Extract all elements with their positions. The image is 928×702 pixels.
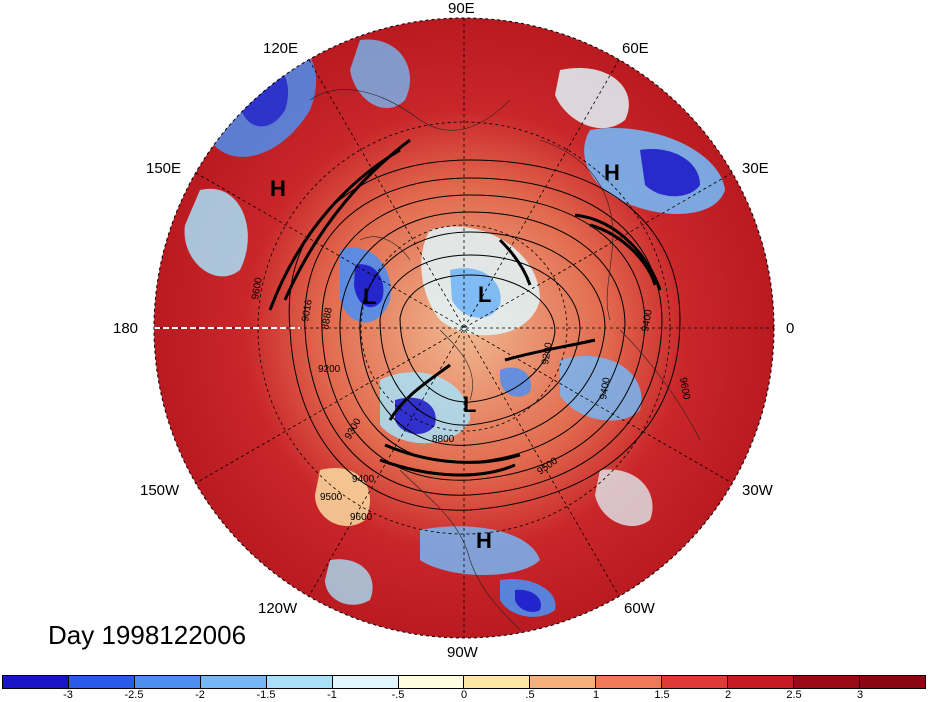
colorbar-tick-label: -1.5 (256, 689, 276, 701)
lon-label-90w: 90W (447, 644, 478, 661)
colorbar-segment (398, 676, 465, 688)
contour-label: 9500 (320, 492, 343, 503)
contour-label: 9200 (540, 341, 555, 365)
contour-label: 9400 (640, 308, 655, 332)
colorbar-tick-label: -1 (327, 689, 337, 701)
contour-label: 9200 (318, 364, 341, 375)
colorbar (2, 675, 926, 689)
colorbar-segment (728, 676, 795, 688)
jet-contours (268, 138, 662, 477)
coastlines (309, 89, 701, 631)
contour-label: 8800 (432, 434, 455, 445)
lon-label-90e: 90E (448, 0, 475, 17)
colorbar-segment (266, 676, 333, 688)
colorbar-tick-label: 2.5 (786, 689, 802, 701)
colorbar-segment (134, 676, 201, 688)
lon-label-120e: 120E (263, 40, 299, 57)
high-pressure-label: H (604, 160, 620, 185)
anomaly-field (154, 18, 774, 638)
low-pressure-label: L (463, 392, 477, 417)
low-pressure-label: L (363, 284, 377, 309)
lon-label-30e: 30E (742, 160, 769, 177)
colorbar-segment (859, 676, 925, 688)
colorbar-segment (68, 676, 135, 688)
date-title: Day 1998122006 (48, 620, 247, 650)
contour-label: 9600 (250, 276, 265, 300)
lon-label-30w: 30W (742, 482, 773, 499)
colorbar-tick-label: 1.5 (654, 689, 670, 701)
lon-label-60w: 60W (624, 600, 655, 617)
colorbar-segment (200, 676, 267, 688)
lon-label-180: 180 (113, 320, 139, 337)
colorbar-segment (464, 676, 531, 688)
lon-label-120w: 120W (258, 600, 298, 617)
lon-label-60e: 60E (622, 40, 649, 57)
high-pressure-label: H (476, 528, 492, 553)
low-pressure-label: L (478, 282, 492, 307)
colorbar-tick-label: 2 (724, 689, 732, 701)
lon-label-0: 0 (786, 320, 795, 337)
contour-label: 8888 (320, 306, 335, 330)
contour-label: 9600 (350, 512, 373, 523)
colorbar-tick-label: .5 (525, 689, 535, 701)
colorbar-segment (332, 676, 399, 688)
lon-label-150e: 150E (146, 160, 182, 177)
colorbar-tick-label: -2.5 (124, 689, 144, 701)
colorbar-tick-label: 1 (592, 689, 600, 701)
colorbar-tick-label: 3 (856, 689, 864, 701)
contour-label: 9016 (300, 298, 315, 322)
colorbar-segment (662, 676, 729, 688)
colorbar-segment (794, 676, 860, 688)
lon-label-150w: 150W (140, 482, 180, 499)
contour-label: 9400 (598, 376, 613, 400)
colorbar-tick-label: -.5 (391, 689, 405, 701)
colorbar-segment (3, 676, 69, 688)
contour-label: 9600 (677, 377, 692, 401)
colorbar-tick-label: -3 (63, 689, 73, 701)
high-pressure-label: H (270, 176, 286, 201)
colorbar-segment (530, 676, 597, 688)
contour-label: 9400 (352, 474, 375, 485)
colorbar-tick-label: 0 (460, 689, 468, 701)
map-boundary (153, 17, 775, 639)
colorbar-segment (596, 676, 663, 688)
colorbar-tick-label: -2 (195, 689, 205, 701)
